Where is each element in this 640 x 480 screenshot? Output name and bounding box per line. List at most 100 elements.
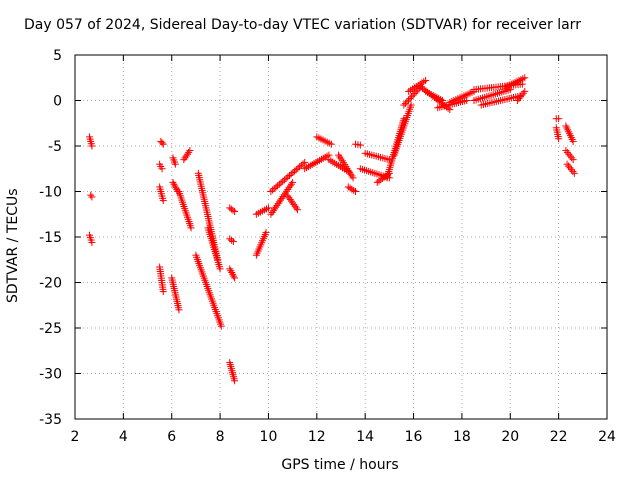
data-point bbox=[228, 236, 236, 244]
data-point bbox=[404, 96, 412, 104]
data-point bbox=[88, 193, 96, 201]
data-point bbox=[287, 170, 295, 178]
data-point bbox=[269, 207, 277, 215]
axis-ticks: 2 4 6 8 10 12 14 16 18 20 22 2450-5-10-15-20-25-30-… bbox=[39, 48, 616, 445]
data-point bbox=[226, 265, 234, 273]
data-point bbox=[356, 141, 364, 149]
data-point bbox=[506, 86, 514, 94]
data-point bbox=[183, 150, 191, 158]
data-point bbox=[277, 196, 285, 204]
data-point bbox=[346, 184, 354, 192]
data-point bbox=[226, 235, 234, 243]
data-point bbox=[159, 140, 167, 148]
x-axis-label: GPS time / hours bbox=[281, 457, 399, 473]
data-point bbox=[273, 201, 281, 209]
data-point bbox=[159, 288, 167, 296]
data-point bbox=[408, 93, 416, 101]
x-tick-label: 22 bbox=[550, 429, 568, 445]
data-point bbox=[350, 186, 358, 194]
data-point bbox=[569, 137, 577, 145]
data-point bbox=[284, 185, 292, 193]
data-point bbox=[292, 166, 300, 174]
data-point bbox=[570, 169, 578, 177]
data-point bbox=[274, 182, 282, 190]
y-tick-label: 5 bbox=[53, 48, 62, 64]
data-point bbox=[231, 208, 239, 216]
y-tick-label: -15 bbox=[39, 230, 62, 246]
data-point bbox=[270, 185, 278, 193]
x-tick-label: 2 bbox=[71, 429, 80, 445]
data-point bbox=[297, 161, 305, 169]
data-point bbox=[88, 142, 96, 150]
chart-title: Day 057 of 2024, Sidereal Day-to-day VTE… bbox=[24, 17, 581, 33]
y-tick-label: -30 bbox=[39, 367, 62, 383]
data-point bbox=[293, 206, 301, 214]
data-point bbox=[566, 164, 574, 172]
data-point bbox=[268, 208, 276, 216]
data-point bbox=[280, 176, 288, 184]
data-point bbox=[267, 210, 275, 218]
y-tick-label: 0 bbox=[53, 94, 62, 110]
data-point bbox=[301, 158, 309, 166]
data-point bbox=[286, 182, 294, 190]
data-point bbox=[181, 154, 189, 162]
x-tick-label: 10 bbox=[260, 429, 278, 445]
data-point bbox=[348, 185, 356, 193]
data-point bbox=[422, 76, 430, 84]
x-tick-label: 16 bbox=[405, 429, 423, 445]
y-tick-label: -25 bbox=[39, 321, 62, 337]
data-point bbox=[186, 147, 194, 155]
data-point bbox=[269, 186, 277, 194]
data-point bbox=[569, 167, 577, 175]
x-tick-label: 24 bbox=[598, 429, 616, 445]
data-point bbox=[274, 200, 282, 208]
data-point bbox=[285, 184, 293, 192]
data-point bbox=[299, 160, 307, 168]
data-point bbox=[566, 152, 574, 160]
data-point bbox=[568, 154, 576, 162]
data-point bbox=[280, 191, 288, 199]
data-point bbox=[519, 89, 527, 97]
x-tick-label: 12 bbox=[308, 429, 326, 445]
data-point bbox=[272, 203, 280, 211]
y-tick-label: -35 bbox=[39, 412, 62, 428]
data-point bbox=[407, 101, 415, 109]
data-point bbox=[555, 135, 563, 143]
data-point bbox=[272, 183, 280, 191]
data-point bbox=[171, 182, 179, 190]
data-point bbox=[344, 183, 352, 191]
data-point bbox=[277, 179, 285, 187]
data-point bbox=[439, 97, 447, 104]
data-point bbox=[569, 156, 577, 164]
data-point bbox=[521, 74, 529, 82]
data-point bbox=[229, 270, 237, 278]
data-point bbox=[171, 160, 179, 168]
data-point bbox=[567, 166, 575, 174]
data-point bbox=[514, 97, 522, 104]
data-point bbox=[231, 274, 239, 282]
data-point bbox=[565, 150, 573, 158]
data-point bbox=[279, 193, 287, 201]
data-point bbox=[563, 160, 571, 168]
y-tick-label: -10 bbox=[39, 185, 62, 201]
x-tick-label: 8 bbox=[216, 429, 225, 445]
data-point bbox=[565, 162, 573, 170]
data-point bbox=[283, 187, 291, 195]
data-point bbox=[463, 97, 471, 104]
data-point bbox=[262, 228, 270, 236]
data-point bbox=[227, 267, 235, 275]
data-point bbox=[562, 147, 570, 155]
data-point bbox=[516, 93, 524, 101]
data-point bbox=[275, 180, 283, 188]
data-point bbox=[158, 139, 166, 147]
data-point bbox=[182, 152, 190, 160]
grid-lines bbox=[75, 55, 607, 419]
data-point bbox=[88, 238, 96, 246]
data-point bbox=[406, 94, 414, 102]
data-point bbox=[292, 204, 300, 212]
x-tick-label: 18 bbox=[453, 429, 471, 445]
data-point bbox=[216, 265, 224, 273]
data-point bbox=[187, 224, 195, 232]
data-point bbox=[229, 206, 237, 214]
data-point bbox=[291, 167, 299, 175]
